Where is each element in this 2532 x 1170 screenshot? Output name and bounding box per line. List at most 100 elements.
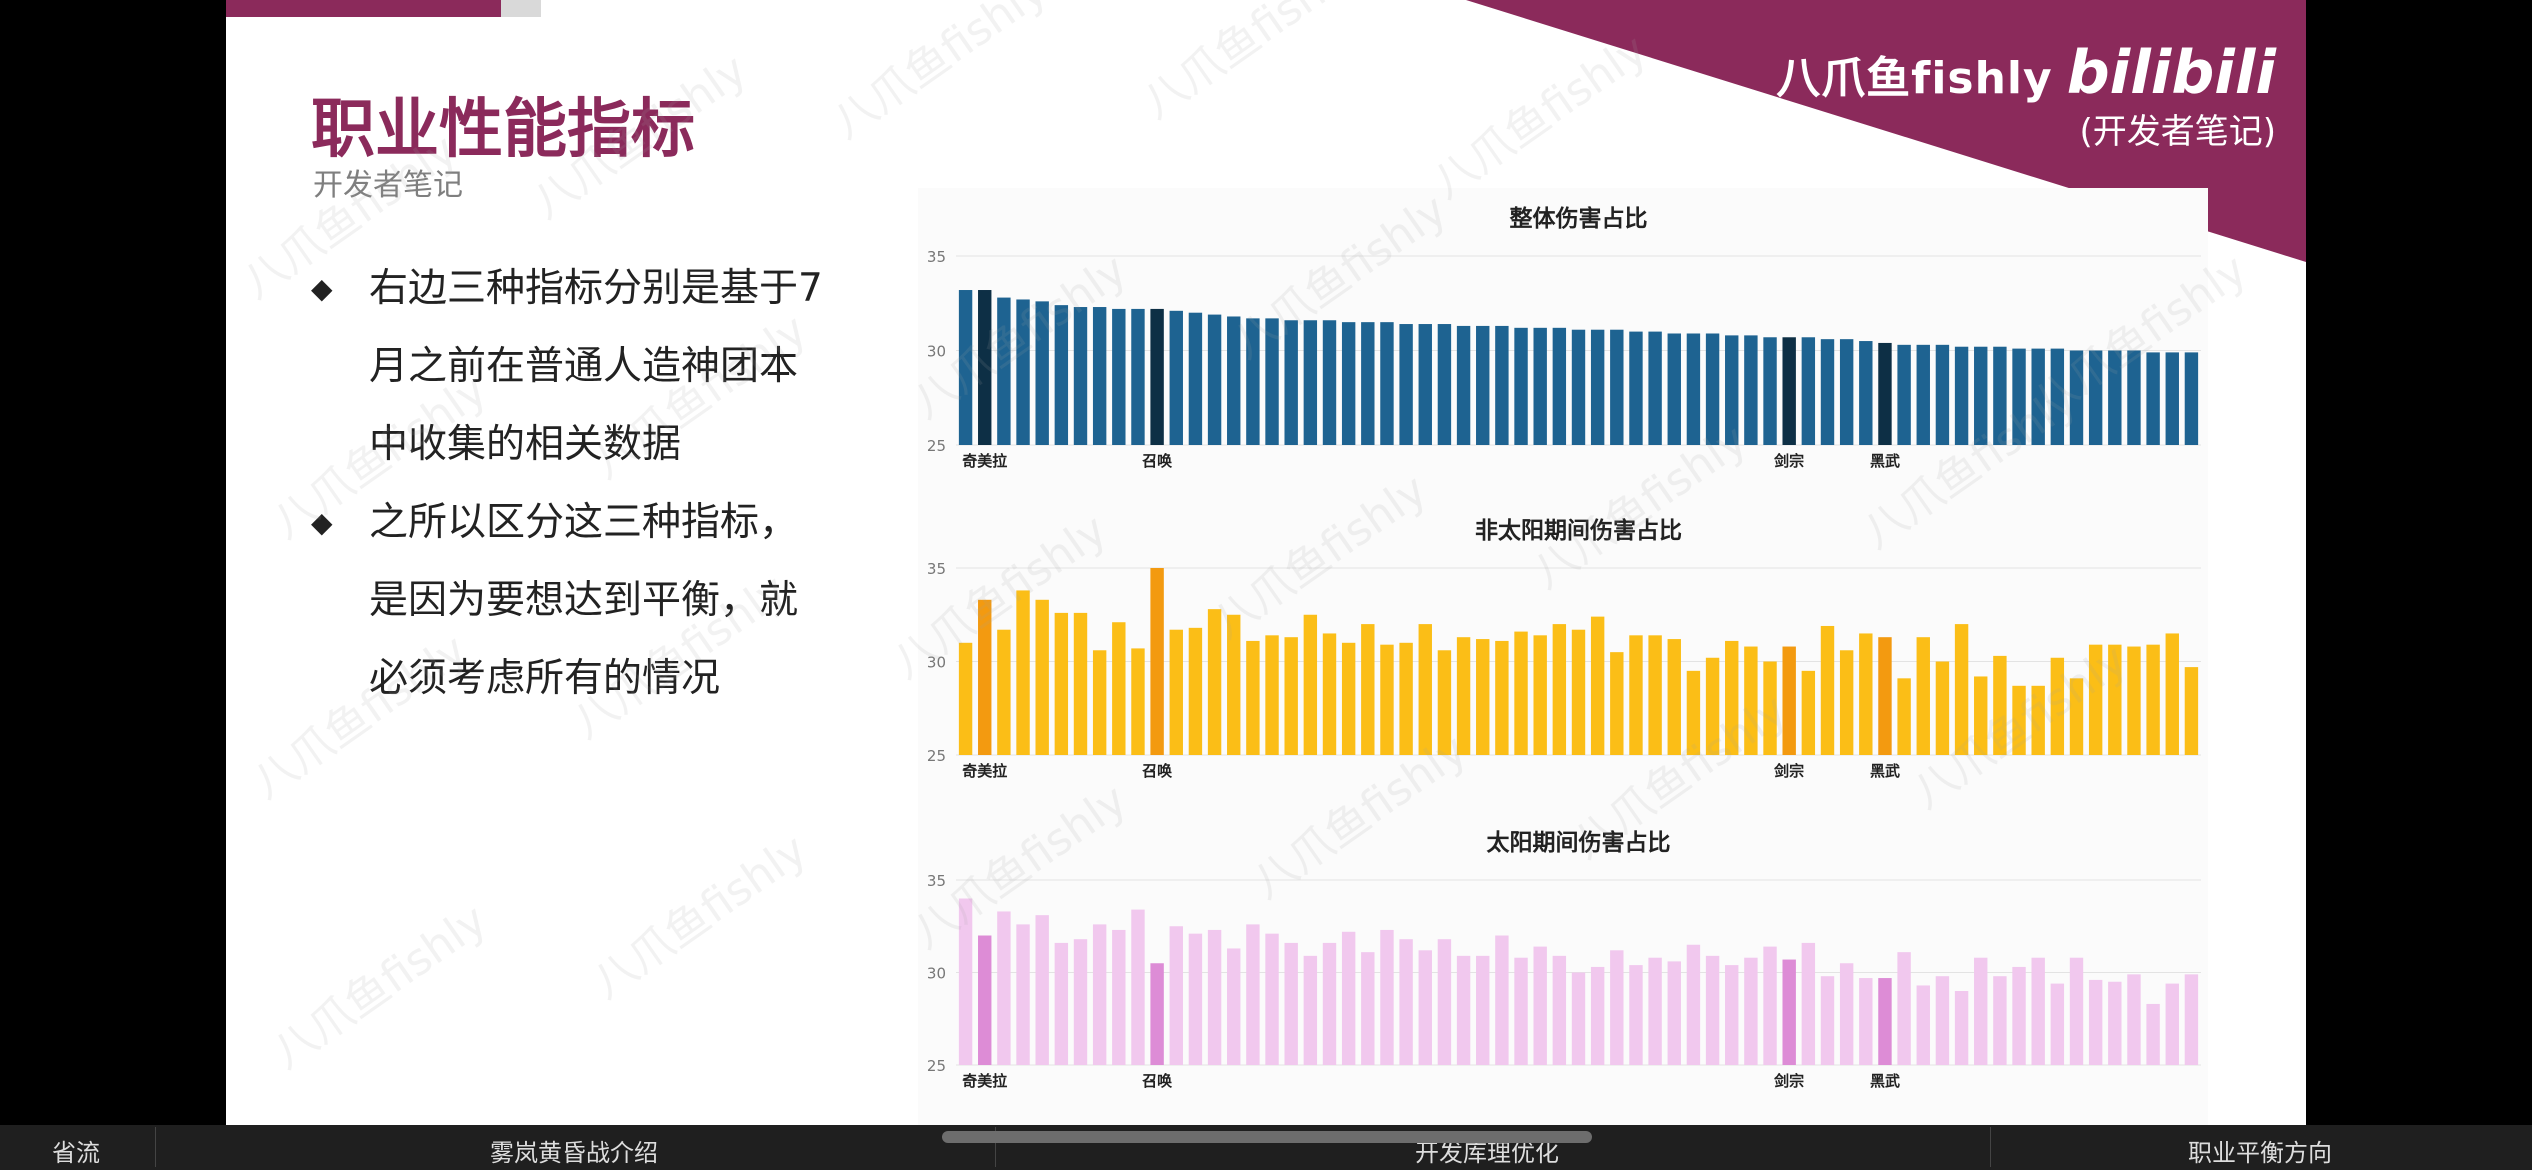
- bar: [1361, 322, 1375, 445]
- bar: [1112, 308, 1126, 445]
- chapter-item[interactable]: 职业平衡方向: [2188, 1139, 2332, 1167]
- chapter-item[interactable]: 开发库理优化: [1415, 1139, 1559, 1167]
- chapter-divider: [155, 1127, 156, 1167]
- bar: [2050, 983, 2065, 1065]
- bar: [1112, 929, 1126, 1065]
- bar: [1552, 624, 1567, 755]
- bar: [1303, 320, 1318, 445]
- bar: [1801, 337, 1816, 445]
- bar: [1437, 650, 1452, 755]
- bar: [1284, 320, 1298, 445]
- category-label: 召唤: [1142, 1072, 1172, 1090]
- bullet-line: 中收集的相关数据: [369, 422, 682, 467]
- bar: [2012, 348, 2026, 445]
- category-label: 召唤: [1142, 762, 1172, 780]
- bar: [2069, 678, 2084, 755]
- bar: [1533, 946, 1547, 1065]
- bar: [1437, 324, 1452, 445]
- bar: [1629, 331, 1643, 445]
- bar: [1667, 961, 1681, 1065]
- bar: [1073, 612, 1088, 755]
- bar: [1935, 344, 1950, 445]
- bar: [2146, 1003, 2160, 1065]
- bar: [1303, 955, 1318, 1065]
- brand-name: 八爪鱼fishly: [1776, 53, 2053, 104]
- category-label: 奇美拉: [962, 762, 1007, 780]
- bar: [1399, 939, 1413, 1065]
- bar: [958, 898, 973, 1065]
- bar: [1916, 344, 1930, 445]
- bar: [1533, 327, 1547, 445]
- bar: [1035, 599, 1049, 755]
- bar: [1418, 624, 1432, 755]
- category-label: 奇美拉: [962, 1072, 1007, 1090]
- bar: [1897, 952, 1911, 1065]
- bar: [1629, 965, 1643, 1065]
- chapter-divider: [995, 1127, 996, 1167]
- bar: [1476, 325, 1490, 445]
- bullet-line: 之所以区分这三种指标，: [369, 500, 799, 545]
- bar: [1227, 948, 1241, 1065]
- bar: [1629, 635, 1643, 755]
- bar: [1610, 652, 1624, 755]
- bar: [1916, 637, 1930, 755]
- bar: [1897, 344, 1911, 445]
- bar: [1667, 333, 1681, 445]
- bar: [1150, 568, 1164, 755]
- bar: [1725, 640, 1739, 755]
- bar: [1495, 935, 1509, 1065]
- y-tick-label: 30: [927, 654, 946, 672]
- bar: [1131, 308, 1145, 445]
- bar: [1456, 325, 1471, 445]
- bar: [1744, 646, 1758, 755]
- bar: [2165, 352, 2179, 445]
- bar: [1839, 650, 1854, 755]
- chart-title: 非太阳期间伤害占比: [1475, 517, 1682, 544]
- bullet-line: 是因为要想达到平衡，就: [369, 578, 799, 623]
- top-accent-bar: [226, 0, 501, 17]
- bar: [1705, 955, 1720, 1065]
- bar: [2031, 348, 2045, 445]
- bar: [2184, 974, 2199, 1065]
- bar: [1361, 624, 1375, 755]
- bar: [1016, 299, 1030, 445]
- bar: [1150, 308, 1164, 445]
- bar: [1648, 957, 1662, 1065]
- bar: [1648, 635, 1662, 755]
- bar: [1495, 640, 1509, 755]
- bar: [1954, 346, 1969, 445]
- bar: [1705, 657, 1720, 755]
- bar: [1514, 957, 1528, 1065]
- bar: [1265, 635, 1279, 755]
- bar: [1092, 924, 1107, 1065]
- bar: [1495, 325, 1509, 445]
- bar: [1571, 329, 1586, 445]
- bar: [1016, 590, 1030, 755]
- bar: [978, 935, 992, 1065]
- bar: [1686, 333, 1701, 445]
- bullet-line: 必须考虑所有的情况: [369, 656, 721, 701]
- bar: [1169, 310, 1183, 445]
- bar: [2146, 352, 2160, 445]
- bar: [1073, 307, 1088, 445]
- progress-scrollbar[interactable]: [942, 1131, 1592, 1143]
- bar: [2127, 350, 2141, 445]
- category-label: 召唤: [1142, 452, 1172, 470]
- bar: [1744, 957, 1758, 1065]
- chapter-item[interactable]: 雾岚黄昏战介绍: [490, 1139, 658, 1167]
- category-label: 剑宗: [1773, 1072, 1804, 1090]
- bar: [1303, 614, 1318, 755]
- bar: [2012, 966, 2026, 1065]
- bar: [2069, 350, 2084, 445]
- bar: [1246, 640, 1260, 755]
- chapter-item[interactable]: 省流: [52, 1139, 100, 1167]
- bar: [1993, 655, 2007, 755]
- bar: [1725, 335, 1739, 445]
- chart-2: 非太阳期间伤害占比 25 30 35 奇美拉 召唤 剑宗 黑武: [927, 517, 2201, 780]
- bar: [1744, 335, 1758, 445]
- brand-block: 八爪鱼fishly bilibili (开发者笔记): [1776, 38, 2276, 153]
- bar: [1801, 670, 1816, 755]
- bar: [1763, 946, 1777, 1065]
- bar: [1590, 329, 1605, 445]
- bar: [2184, 667, 2199, 755]
